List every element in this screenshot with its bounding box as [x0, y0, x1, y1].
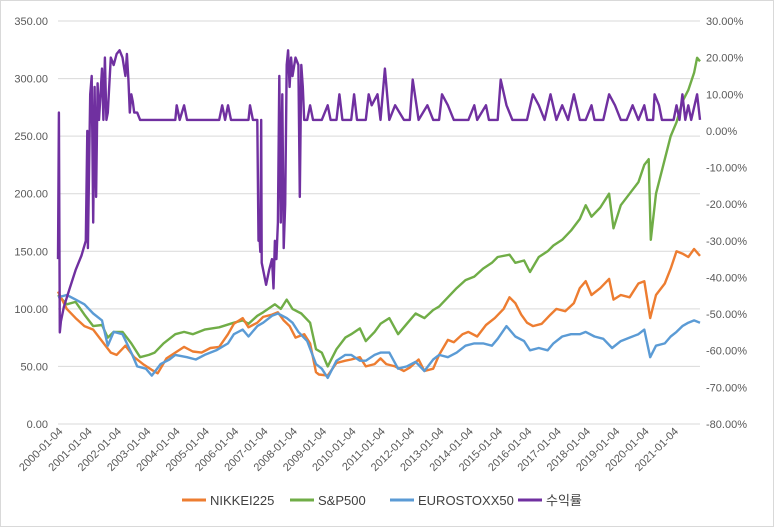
- y-right-tick-label: -10.00%: [706, 163, 747, 175]
- gridlines: [58, 20, 700, 425]
- legend-label: 수익률: [546, 493, 582, 508]
- legend-label: S&P500: [318, 493, 366, 508]
- y-right-tick-label: -50.00%: [706, 309, 747, 321]
- left-axis-ticks: 0.00 50.00 100.00 150.00 200.00 250.00 300.00 3…: [14, 16, 48, 431]
- y-right-tick-label: 20.00%: [706, 53, 744, 65]
- series-lines: [56, 49, 702, 380]
- y-right-tick-label: 10.00%: [706, 89, 744, 101]
- series-line-0: [56, 247, 701, 377]
- legend-label: NIKKEI225: [210, 493, 274, 508]
- y-left-tick-label: 100.00: [14, 304, 48, 316]
- y-left-tick-label: 300.00: [14, 74, 48, 86]
- series-line-1: [57, 56, 701, 368]
- legend: NIKKEI225 S&P500 EUROSTOXX50 수익률: [182, 493, 582, 508]
- y-right-tick-label: -80.00%: [706, 419, 747, 431]
- y-right-tick-label: -70.00%: [706, 382, 747, 394]
- series-line-2: [57, 293, 701, 380]
- y-left-tick-label: 150.00: [14, 246, 48, 258]
- x-axis-ticks: 2000-01-042001-01-042002-01-042003-01-04…: [17, 426, 681, 474]
- y-left-tick-label: 50.00: [20, 361, 48, 373]
- y-right-tick-label: -60.00%: [706, 346, 747, 358]
- y-right-tick-label: -30.00%: [706, 236, 747, 248]
- y-left-tick-label: 200.00: [14, 189, 48, 201]
- y-left-tick-label: 350.00: [14, 16, 48, 28]
- y-right-tick-label: -40.00%: [706, 272, 747, 284]
- y-right-tick-label: 30.00%: [706, 16, 744, 28]
- y-right-tick-label: -20.00%: [706, 199, 747, 211]
- y-right-tick-label: 0.00%: [706, 126, 737, 138]
- y-left-tick-label: 250.00: [14, 131, 48, 143]
- y-left-tick-label: 0.00: [27, 419, 48, 431]
- series-line-3: [56, 49, 702, 334]
- right-axis-ticks: -80.00% -70.00% -60.00% -50.00% -40.00% -30.0…: [706, 16, 747, 431]
- legend-label: EUROSTOXX50: [418, 493, 514, 508]
